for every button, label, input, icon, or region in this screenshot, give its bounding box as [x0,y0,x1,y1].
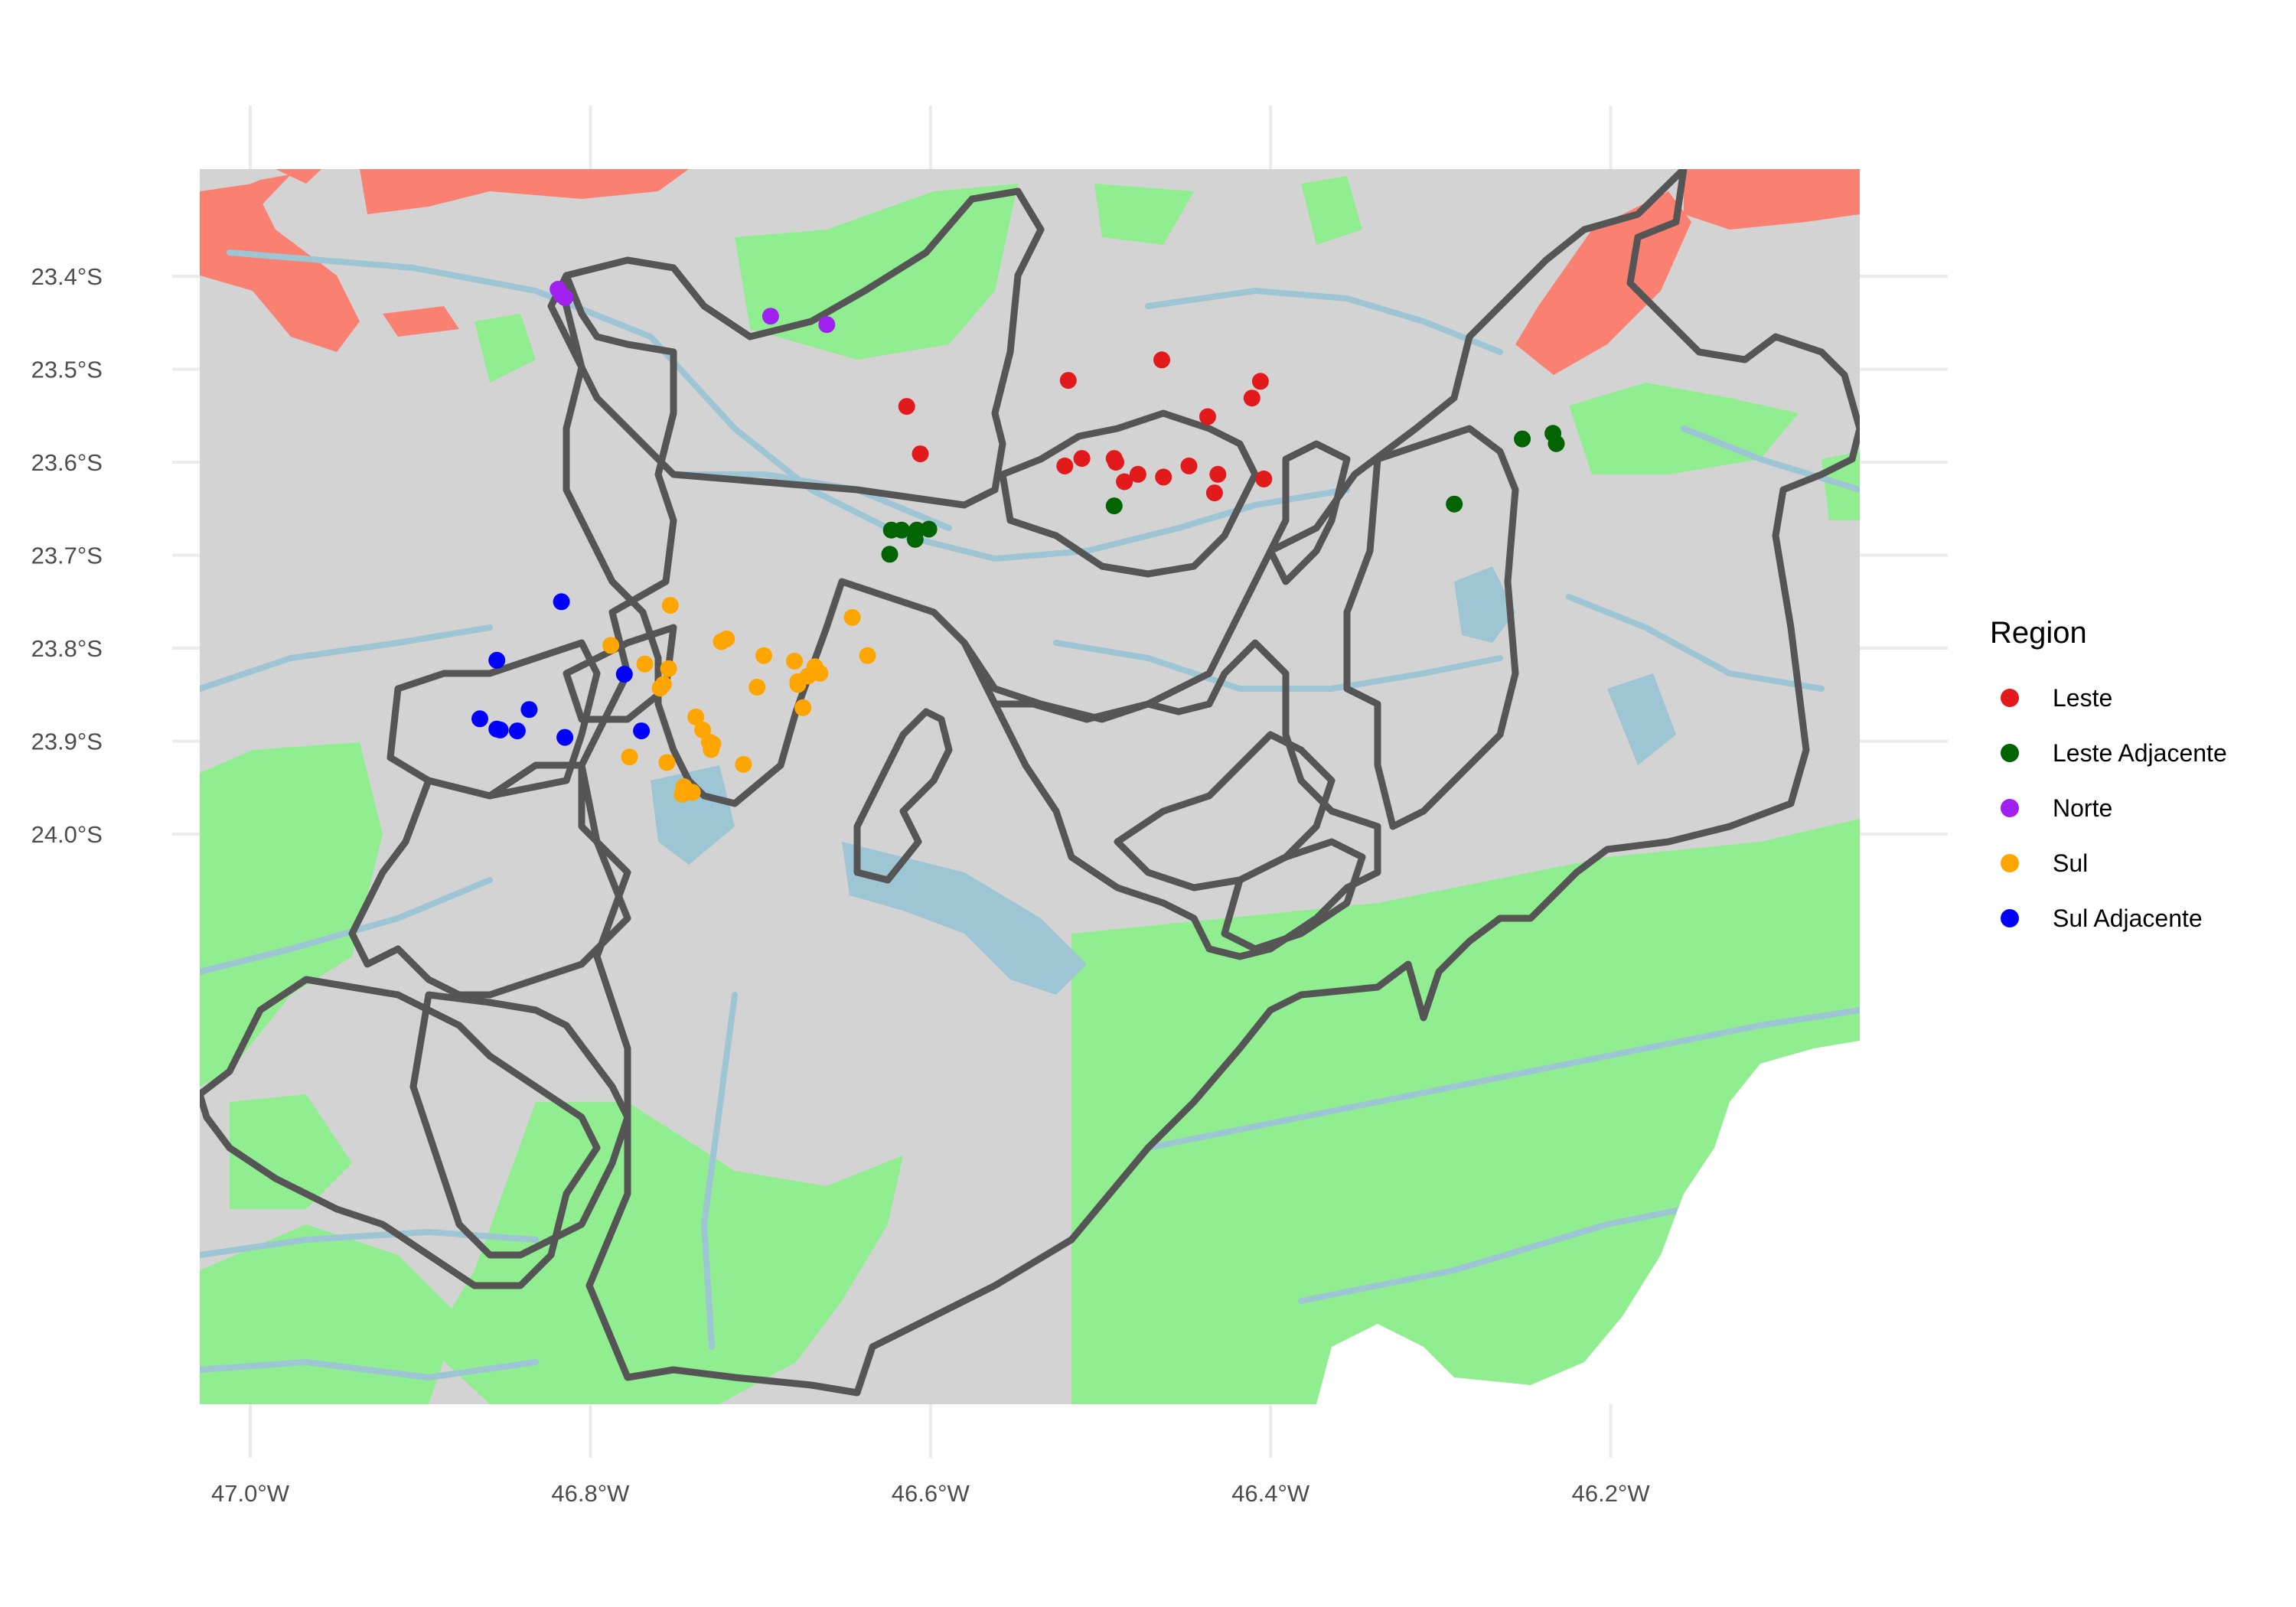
legend-label-sul-adjacente: Sul Adjacente [2053,904,2203,932]
point-leste-adjacente [906,530,924,548]
point-sul [636,655,654,673]
point-leste-adjacente [893,521,910,539]
point-leste [1056,457,1074,474]
point-leste [1209,465,1227,483]
y-tick-label: 23.8°S [31,635,103,662]
legend-swatch-sul-adjacente [2001,909,2019,927]
y-tick-label: 23.7°S [31,543,103,569]
point-leste [1205,484,1223,502]
point-leste [1116,473,1133,491]
point-sul [703,741,720,758]
legend-title: Region [1990,616,2087,650]
legend-item-leste-adjacente: Leste Adjacente [1990,725,2227,781]
point-leste [1251,373,1269,390]
point-leste [1153,351,1170,369]
point-norte [556,288,574,306]
point-sul [789,676,807,693]
point-sul-adjacente [633,722,651,740]
legend-label-leste: Leste [2053,683,2113,712]
point-sul [673,785,691,803]
legend-label-leste-adjacente: Leste Adjacente [2053,738,2227,767]
point-leste-adjacente [881,546,899,563]
point-norte [818,316,836,334]
point-sul [713,633,730,650]
point-sul-adjacente [615,666,633,683]
x-tick-label: 47.0°W [211,1480,290,1507]
point-sul-adjacente [471,710,488,728]
point-sul [859,647,876,664]
sea-area [1316,1041,1860,1404]
point-norte [762,308,779,325]
point-sul [687,708,705,725]
point-sul-adjacente [491,721,509,738]
legend-item-leste: Leste [1990,670,2227,725]
region-boundaries [200,169,1860,1397]
urban-layer [200,169,1860,375]
point-sul [602,637,620,654]
point-sul [748,679,766,696]
point-leste [1129,465,1146,483]
legend-label-norte: Norte [2053,794,2113,822]
point-leste [1107,454,1124,471]
legend-swatch-norte [2001,799,2019,817]
x-tick-label: 46.2°W [1572,1480,1651,1507]
point-leste-adjacente [1514,430,1531,448]
y-axis-ticks: 23.4°S 23.5°S 23.6°S 23.7°S 23.8°S 23.9°S 24.0… [31,263,103,848]
point-sul-adjacente [553,593,570,611]
point-sul [658,754,676,771]
point-sul-adjacente [520,701,538,719]
point-leste [1199,408,1216,425]
point-leste [1243,390,1261,407]
legend-swatch-sul [2001,854,2019,872]
point-leste [1255,470,1273,487]
point-sul-adjacente [556,729,574,746]
legend-label-sul: Sul [2053,849,2089,877]
legend-swatch-leste-adjacente [2001,744,2019,762]
point-sul [843,608,861,626]
point-sul-adjacente [508,722,526,740]
point-leste [1059,372,1077,390]
x-tick-label: 46.4°W [1231,1480,1310,1507]
point-sul [621,748,638,766]
data-points [471,281,1565,803]
point-leste-adjacente [1548,435,1565,452]
y-tick-label: 23.4°S [31,263,103,290]
point-leste-adjacente [1446,495,1463,513]
y-tick-label: 23.9°S [31,729,103,755]
legend-item-norte: Norte [1990,781,2227,836]
point-leste [1073,450,1091,468]
point-sul [794,699,812,716]
y-tick-label: 23.6°S [31,449,103,476]
x-tick-label: 46.6°W [892,1480,970,1507]
point-sul [786,653,803,670]
point-sul [661,597,679,614]
legend: Region Leste Leste Adjacente Norte Sul S… [1990,616,2227,946]
point-leste-adjacente [1105,497,1123,515]
point-sul-adjacente [488,651,506,669]
point-leste [1180,457,1198,474]
legend-swatch-leste [2001,689,2019,707]
legend-item-sul: Sul [1990,836,2227,891]
x-tick-label: 46.8°W [551,1480,630,1507]
x-axis-ticks: 47.0°W 46.8°W 46.6°W 46.4°W 46.2°W [211,1480,1650,1507]
point-sul [755,647,772,664]
point-sul [660,660,677,677]
map-panel [200,169,1860,1404]
point-sul [735,755,752,773]
legend-item-sul-adjacente: Sul Adjacente [1990,891,2227,946]
y-tick-label: 24.0°S [31,821,103,848]
y-tick-label: 23.5°S [31,357,103,383]
point-sul [651,680,669,697]
point-leste [898,398,915,416]
point-leste [1155,468,1172,486]
point-leste [912,445,929,463]
